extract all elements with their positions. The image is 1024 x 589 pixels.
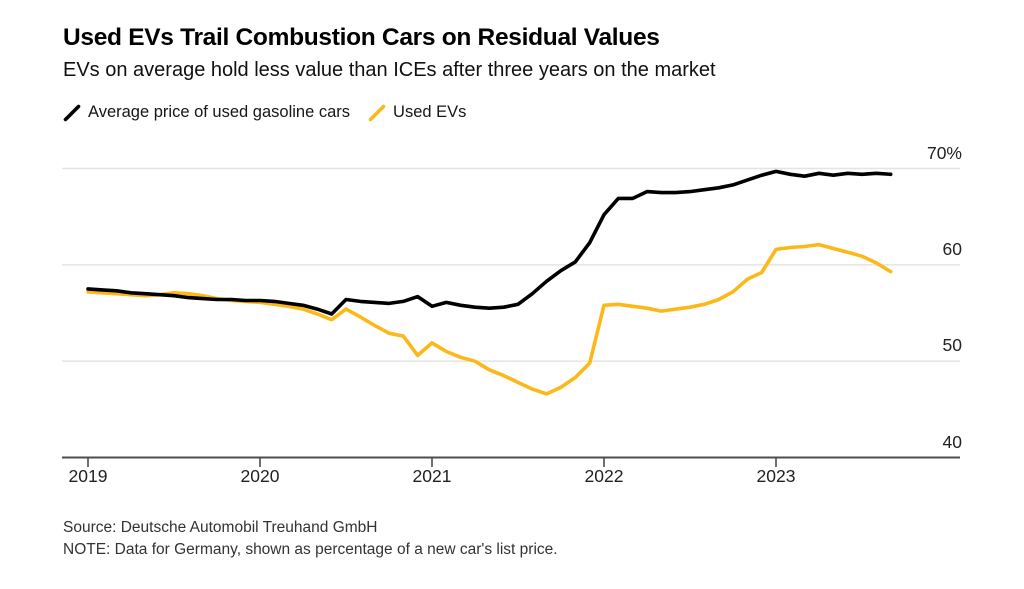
x-axis-label-2023: 2023 (756, 466, 796, 486)
x-axis-label-2021: 2021 (412, 466, 452, 486)
y-axis-label-60: 60 (942, 238, 962, 259)
y-axis-label-70: 70% (926, 142, 962, 163)
ev-slash-icon (368, 104, 386, 121)
source-note: Source: Deutsche Automobil Treuhand GmbH (63, 519, 378, 536)
x-axis-label-2020: 2020 (240, 466, 280, 486)
x-axis-label-2019: 2019 (68, 466, 108, 486)
chart-subtitle: EVs on average hold less value than ICEs… (63, 59, 716, 81)
y-axis-label-50: 50 (942, 335, 962, 356)
legend-item-ev: Used EVs (368, 103, 466, 122)
chart-legend: Average price of used gasoline cars Used… (63, 103, 466, 122)
legend-item-gasoline: Average price of used gasoline cars (63, 103, 350, 122)
x-axis-label-2022: 2022 (584, 466, 624, 486)
legend-label-gasoline: Average price of used gasoline cars (88, 103, 351, 121)
gasoline-line (86, 169, 893, 316)
ev-line (86, 242, 893, 396)
data-note: NOTE: Data for Germany, shown as percent… (63, 541, 558, 558)
legend-label-ev: Used EVs (393, 103, 467, 121)
y-axis-label-40: 40 (942, 431, 962, 452)
chart-title: Used EVs Trail Combustion Cars on Residu… (63, 24, 660, 51)
gasoline-slash-icon (63, 104, 81, 121)
